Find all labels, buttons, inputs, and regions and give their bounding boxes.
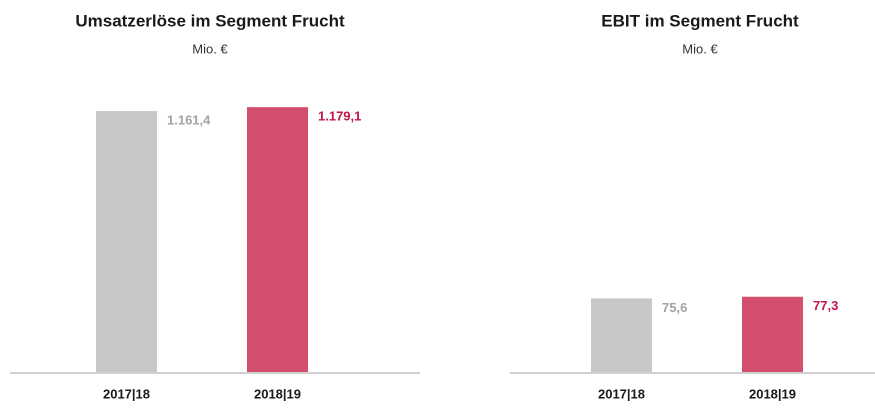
value-label: 77,3 xyxy=(813,298,838,313)
value-label: 1.179,1 xyxy=(318,109,361,124)
x-tick-label: 2018|19 xyxy=(254,386,301,401)
bar xyxy=(591,298,652,372)
chart-title: Umsatzerlöse im Segment Frucht xyxy=(75,11,345,30)
chart-title: EBIT im Segment Frucht xyxy=(601,11,799,30)
bar xyxy=(742,296,803,372)
x-tick-label: 2017|18 xyxy=(598,386,645,401)
chart-subtitle: Mio. € xyxy=(192,41,228,56)
value-label: 1.161,4 xyxy=(167,113,211,128)
x-tick-label: 2017|18 xyxy=(103,386,150,401)
value-label: 75,6 xyxy=(662,300,687,315)
x-tick-label: 2018|19 xyxy=(749,386,796,401)
chart-subtitle: Mio. € xyxy=(682,41,718,56)
bar xyxy=(96,111,157,373)
bar xyxy=(247,107,308,372)
